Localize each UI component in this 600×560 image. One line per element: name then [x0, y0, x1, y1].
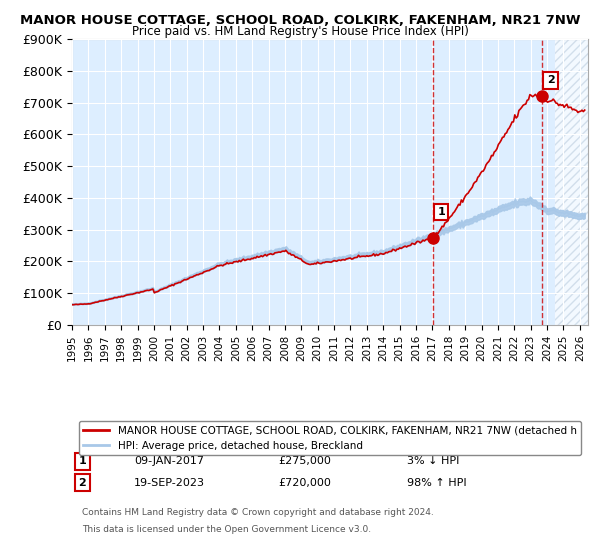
- Text: 2: 2: [547, 76, 554, 86]
- Text: Contains HM Land Registry data © Crown copyright and database right 2024.: Contains HM Land Registry data © Crown c…: [82, 507, 434, 516]
- Text: 2: 2: [79, 478, 86, 488]
- Text: 98% ↑ HPI: 98% ↑ HPI: [407, 478, 467, 488]
- Text: Price paid vs. HM Land Registry's House Price Index (HPI): Price paid vs. HM Land Registry's House …: [131, 25, 469, 38]
- Text: 1: 1: [79, 456, 86, 466]
- Bar: [555, 39, 588, 325]
- Text: 19-SEP-2023: 19-SEP-2023: [134, 478, 205, 488]
- Text: 3% ↓ HPI: 3% ↓ HPI: [407, 456, 460, 466]
- Bar: [555, 39, 588, 325]
- Text: This data is licensed under the Open Government Licence v3.0.: This data is licensed under the Open Gov…: [82, 525, 371, 534]
- Text: 1: 1: [437, 207, 445, 217]
- Legend: MANOR HOUSE COTTAGE, SCHOOL ROAD, COLKIRK, FAKENHAM, NR21 7NW (detached h, HPI: : MANOR HOUSE COTTAGE, SCHOOL ROAD, COLKIR…: [79, 422, 581, 455]
- Text: £275,000: £275,000: [278, 456, 331, 466]
- Text: £720,000: £720,000: [278, 478, 331, 488]
- Text: MANOR HOUSE COTTAGE, SCHOOL ROAD, COLKIRK, FAKENHAM, NR21 7NW: MANOR HOUSE COTTAGE, SCHOOL ROAD, COLKIR…: [20, 14, 580, 27]
- Text: 09-JAN-2017: 09-JAN-2017: [134, 456, 204, 466]
